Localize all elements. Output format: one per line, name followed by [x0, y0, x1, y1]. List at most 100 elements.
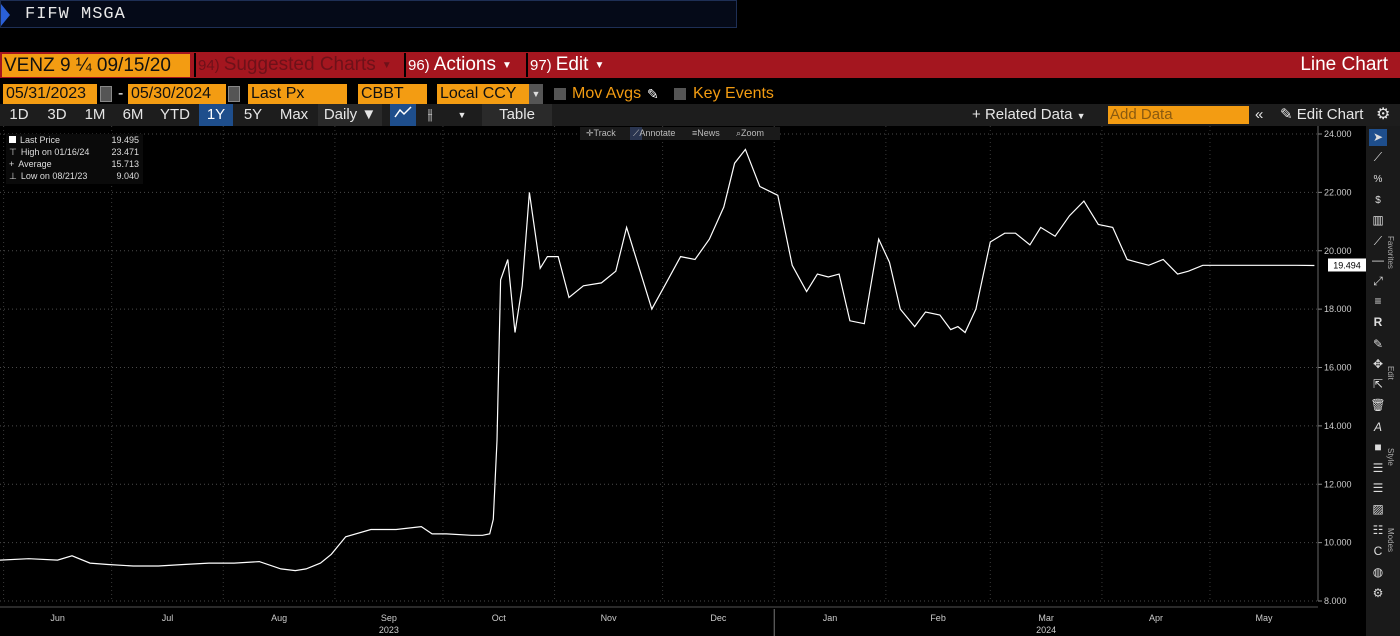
mov-avgs-label[interactable]: Mov Avgs — [572, 85, 642, 102]
command-line[interactable]: FIFW MSGA — [0, 0, 737, 28]
candle-chart-icon[interactable]: ⫲ — [427, 106, 433, 123]
fill-color-icon[interactable]: ■ — [1374, 440, 1382, 454]
calendar-icon[interactable] — [100, 86, 112, 102]
line-chart-icon[interactable] — [390, 104, 416, 126]
channel-icon[interactable]: ▥ — [1372, 213, 1384, 227]
y-tick-label: 22.000 — [1324, 187, 1352, 197]
trendline-icon[interactable]: ⟋ — [1373, 150, 1383, 164]
edit-chart-button[interactable]: ✎ Edit Chart — [1280, 106, 1364, 123]
actions-label: Actions — [433, 54, 496, 75]
security-field[interactable]: VENZ 9 ¼ 09/15/20 — [2, 54, 190, 77]
period-ytd[interactable]: YTD — [160, 106, 190, 123]
x-tick-label: Jun — [50, 613, 65, 623]
legend-average-label: Average — [18, 159, 52, 169]
style-label: Style — [1386, 448, 1395, 466]
legend-high-value: 23.471 — [111, 147, 139, 157]
zoom-button[interactable]: ⌕ Zoom — [736, 128, 765, 138]
gear-icon[interactable]: ⚙ — [1376, 106, 1391, 123]
zoom-label: Zoom — [741, 128, 765, 138]
settings-icon[interactable]: ⚙ — [1372, 586, 1384, 600]
favorites-label: Favorites — [1386, 236, 1395, 269]
x-year-label: 2023 — [379, 625, 399, 635]
text-style-icon[interactable]: A — [1373, 420, 1382, 434]
source-selector[interactable]: CBBT — [358, 84, 427, 104]
cursor-icon[interactable]: ➤ — [1369, 129, 1387, 146]
dollar-icon[interactable]: $ — [1375, 195, 1381, 206]
ray-icon[interactable]: ⤢ — [1373, 274, 1383, 288]
end-date-field[interactable]: 05/30/2024 — [128, 84, 226, 104]
start-date-field[interactable]: 05/31/2023 — [3, 84, 97, 104]
chart-toolbar — [0, 52, 1400, 78]
hline-icon[interactable]: — — [1372, 253, 1384, 267]
move-icon[interactable]: ✥ — [1372, 357, 1384, 371]
chevron-down-icon: ▼ — [1076, 111, 1086, 121]
percent-icon[interactable]: % — [1373, 174, 1383, 185]
actions-button[interactable]: 96) Actions ▼ — [404, 53, 522, 77]
reset-icon[interactable]: C — [1373, 544, 1383, 558]
align-icon[interactable]: ☷ — [1372, 523, 1384, 537]
last-value-label: 19.494 — [1333, 260, 1361, 270]
x-tick-label: Jul — [162, 613, 174, 623]
pattern-icon[interactable]: ▨ — [1372, 502, 1384, 516]
period-1y[interactable]: 1Y — [199, 104, 233, 126]
period-6m[interactable]: 6M — [122, 106, 144, 123]
period-3d[interactable]: 3D — [47, 106, 67, 123]
frequency-label: Daily — [323, 106, 358, 123]
legend-high: ⊤ High on 01/16/24 — [9, 147, 89, 158]
pencil-icon[interactable]: ✎ — [647, 86, 659, 102]
x-tick-label: Apr — [1149, 613, 1163, 623]
y-tick-label: 10.000 — [1324, 538, 1352, 548]
select-icon[interactable]: ⇱ — [1372, 377, 1384, 391]
y-tick-label: 24.000 — [1324, 129, 1352, 139]
x-tick-label: Feb — [930, 613, 946, 623]
price-series-line — [0, 148, 1315, 572]
add-data-input[interactable]: Add Data — [1108, 106, 1249, 124]
legend-low: ⊥ Low on 08/21/23 — [9, 171, 87, 182]
last-value-flag — [1328, 258, 1366, 272]
chevron-down-icon[interactable]: ▼ — [457, 110, 467, 120]
x-tick-label: Sep — [381, 613, 397, 623]
period-max[interactable]: Max — [279, 106, 309, 123]
mov-avgs-checkbox[interactable] — [554, 88, 566, 100]
chart-type-label: Line Chart — [1300, 54, 1388, 75]
calendar-icon[interactable] — [228, 86, 240, 102]
field-selector[interactable]: Last Px — [248, 84, 347, 104]
annotate-label: Annotate — [639, 128, 676, 138]
chevron-down-icon[interactable]: ▼ — [529, 84, 543, 104]
table-button[interactable]: Table — [482, 104, 552, 126]
suggested-charts-button[interactable]: 94) Suggested Charts ▼ — [194, 53, 402, 77]
y-tick-label: 16.000 — [1324, 363, 1352, 373]
line-style-icon[interactable]: ☰ — [1372, 481, 1384, 495]
pencil-icon[interactable]: ✎ — [1372, 337, 1384, 351]
currency-selector[interactable]: Local CCY — [437, 84, 529, 104]
frequency-selector[interactable]: Daily ▼ — [318, 104, 382, 126]
edit-button[interactable]: 97) Edit ▼ — [526, 53, 614, 77]
period-1d[interactable]: 1D — [9, 106, 29, 123]
parallel-icon[interactable]: ≡ — [1374, 294, 1382, 308]
x-tick-label: Nov — [601, 613, 618, 623]
legend-low-value: 9.040 — [116, 171, 139, 181]
x-tick-label: May — [1255, 613, 1273, 623]
legend-last-price-label: Last Price — [20, 135, 61, 145]
related-data-button[interactable]: + Related Data ▼ — [972, 106, 1086, 123]
right-toolbar: ➤ ⟋ % $ ▥ ⟋ — ⤢ ≡ R ✎ ✥ ⇱ 🗑 A ■ ☰ ☰ ▨ ☷ … — [1366, 126, 1400, 636]
chevron-down-icon: ▼ — [381, 60, 392, 71]
edit-label: Edit — [555, 54, 589, 75]
period-5y[interactable]: 5Y — [243, 106, 263, 123]
key-events-checkbox[interactable] — [674, 88, 686, 100]
legend-average: + Average — [9, 159, 52, 170]
key-events-label[interactable]: Key Events — [693, 85, 774, 102]
x-tick-label: Oct — [492, 613, 507, 623]
news-button[interactable]: ≡ News — [692, 128, 720, 138]
line-weight-icon[interactable]: ☰ — [1372, 461, 1384, 475]
retracement-icon[interactable]: R — [1373, 315, 1383, 329]
trash-icon[interactable]: 🗑 — [1370, 398, 1386, 412]
price-chart[interactable]: 8.000 10.000 12.000 14.000 16.000 18.000 20.00… — [0, 126, 1366, 636]
period-1m[interactable]: 1M — [84, 106, 106, 123]
track-button[interactable]: ✛ Track — [586, 128, 616, 138]
line-draw-icon[interactable]: ⟋ — [1373, 234, 1383, 248]
collapse-icon[interactable]: « — [1255, 106, 1264, 123]
chevron-down-icon: ▼ — [594, 60, 605, 71]
color-palette-icon[interactable]: ◍ — [1372, 565, 1384, 579]
annotate-button[interactable]: ⟋ Annotate — [630, 127, 675, 140]
